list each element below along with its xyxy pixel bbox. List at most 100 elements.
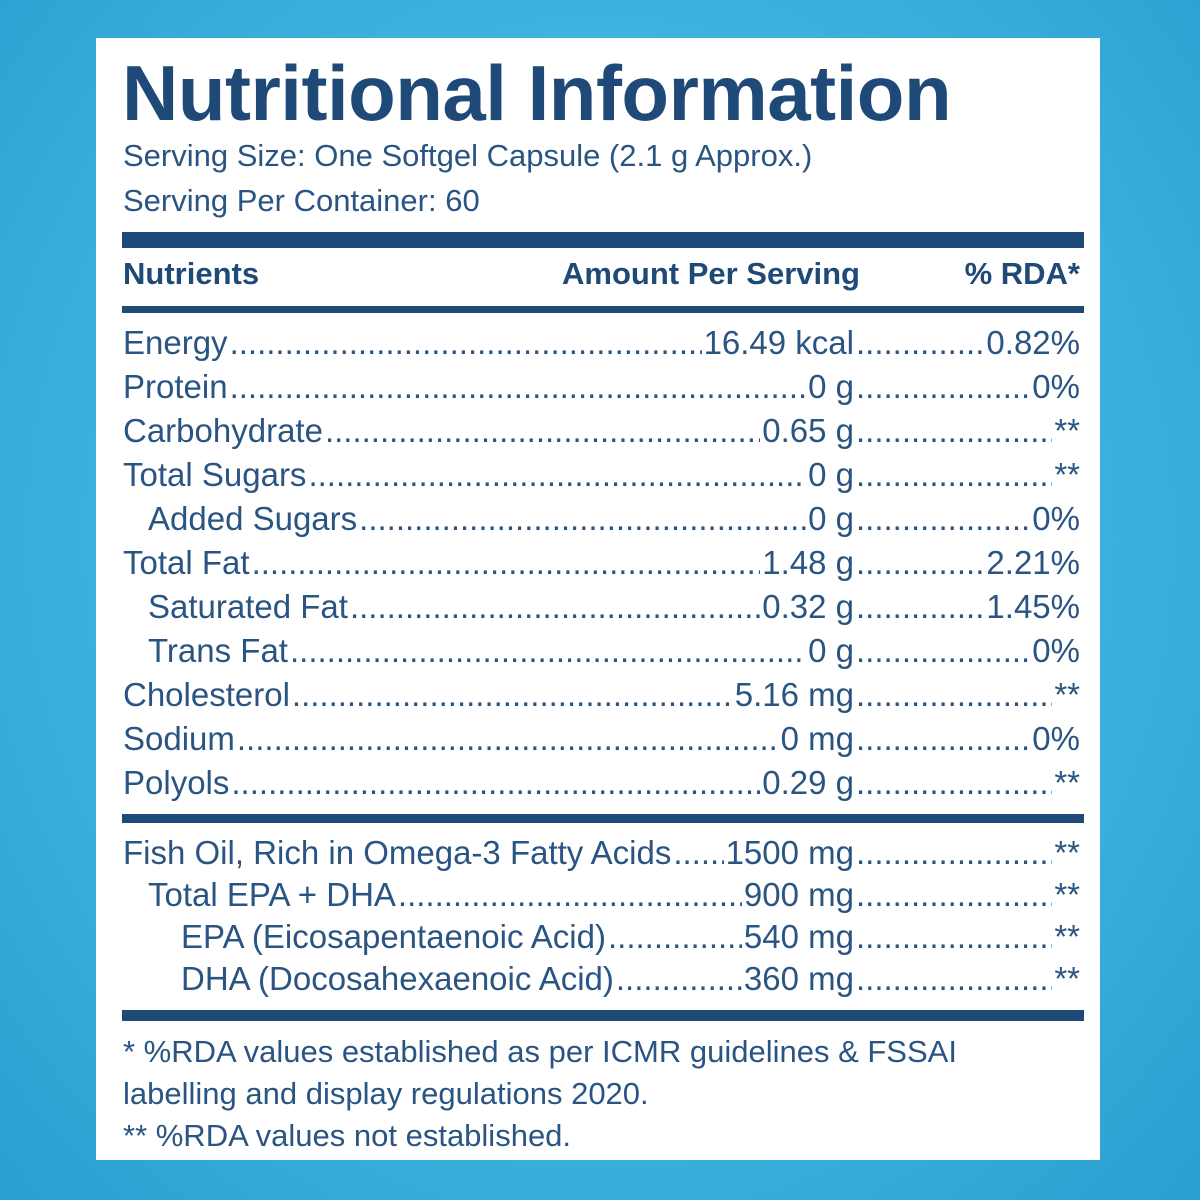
dot-leader bbox=[616, 960, 742, 998]
dot-leader bbox=[856, 876, 1052, 914]
nutrient-amount: 0.65 g bbox=[762, 412, 854, 449]
table-row: Total Fat 1.48 g 2.21% bbox=[123, 544, 1080, 584]
dot-leader bbox=[230, 368, 807, 406]
dot-leader bbox=[856, 960, 1052, 998]
nutrient-name: Trans Fat bbox=[148, 632, 288, 669]
dot-leader bbox=[856, 324, 984, 362]
table-row: Protein 0 g 0% bbox=[123, 368, 1080, 408]
dot-leader bbox=[252, 544, 761, 582]
nutrient-rda: ** bbox=[1054, 412, 1080, 449]
nutrient-amount: 0.32 g bbox=[762, 588, 854, 625]
dot-leader bbox=[856, 720, 1030, 758]
nutrient-name: Total Sugars bbox=[123, 456, 307, 493]
footnote-1: * %RDA values established as per ICMR gu… bbox=[123, 1034, 957, 1069]
nutrient-name: Carbohydrate bbox=[123, 412, 323, 449]
nutrient-rda: ** bbox=[1054, 918, 1080, 955]
table-row: EPA (Eicosapentaenoic Acid) 540 mg ** bbox=[181, 918, 1080, 958]
nutrient-rda: 0% bbox=[1032, 500, 1080, 537]
nutrient-amount: 16.49 kcal bbox=[703, 324, 854, 361]
nutrient-amount: 0.29 g bbox=[762, 764, 854, 801]
dot-leader bbox=[308, 456, 806, 494]
nutrient-name: Polyols bbox=[123, 764, 230, 801]
nutrient-rda: ** bbox=[1054, 456, 1080, 493]
nutrient-rda: 0% bbox=[1032, 720, 1080, 757]
nutrition-label-panel: Nutritional Information Serving Size: On… bbox=[96, 38, 1100, 1160]
nutrient-amount: 5.16 mg bbox=[734, 676, 854, 713]
nutrient-name: EPA (Eicosapentaenoic Acid) bbox=[181, 918, 606, 955]
nutrient-name: DHA (Docosahexaenoic Acid) bbox=[181, 960, 614, 997]
dot-leader bbox=[856, 456, 1052, 494]
dot-leader bbox=[608, 918, 742, 956]
nutrient-amount: 0 g bbox=[808, 632, 854, 669]
dot-leader bbox=[856, 834, 1052, 872]
dot-leader bbox=[856, 412, 1052, 450]
table-row: Trans Fat 0 g 0% bbox=[148, 632, 1080, 672]
nutrient-name: Sodium bbox=[123, 720, 235, 757]
table-row: Cholesterol 5.16 mg ** bbox=[123, 676, 1080, 716]
nutrient-rda: ** bbox=[1054, 876, 1080, 913]
dot-leader bbox=[290, 632, 806, 670]
dot-leader bbox=[237, 720, 779, 758]
servings-per-container: Serving Per Container: 60 bbox=[123, 183, 480, 218]
table-row: Energy 16.49 kcal 0.82% bbox=[123, 324, 1080, 364]
nutrient-name: Total EPA + DHA bbox=[148, 876, 396, 913]
nutrient-rda: 1.45% bbox=[986, 588, 1080, 625]
nutrient-amount: 360 mg bbox=[743, 960, 854, 997]
dot-leader bbox=[359, 500, 806, 538]
dot-leader bbox=[231, 764, 760, 802]
nutrient-rda: ** bbox=[1054, 676, 1080, 713]
dot-leader bbox=[856, 500, 1030, 538]
table-row: Sodium 0 mg 0% bbox=[123, 720, 1080, 760]
nutrient-rda: ** bbox=[1054, 834, 1080, 871]
header-rule bbox=[122, 306, 1084, 313]
table-row: Added Sugars 0 g 0% bbox=[148, 500, 1080, 540]
bottom-rule bbox=[122, 1010, 1084, 1021]
nutrient-amount: 0 mg bbox=[780, 720, 854, 757]
nutrient-amount: 1.48 g bbox=[762, 544, 854, 581]
dot-leader bbox=[350, 588, 760, 626]
label-title: Nutritional Information bbox=[122, 49, 952, 137]
nutrient-rda: 0% bbox=[1032, 632, 1080, 669]
dot-leader bbox=[856, 368, 1030, 406]
table-row: Total Sugars 0 g ** bbox=[123, 456, 1080, 496]
table-row: Carbohydrate 0.65 g ** bbox=[123, 412, 1080, 452]
nutrient-amount: 540 mg bbox=[743, 918, 854, 955]
table-row: Total EPA + DHA 900 mg ** bbox=[148, 876, 1080, 916]
dot-leader bbox=[325, 412, 760, 450]
nutrient-rda: ** bbox=[1054, 960, 1080, 997]
nutrient-rda: ** bbox=[1054, 764, 1080, 801]
dot-leader bbox=[230, 324, 702, 362]
nutrient-name: Saturated Fat bbox=[148, 588, 348, 625]
dot-leader bbox=[856, 588, 984, 626]
nutrient-name: Cholesterol bbox=[123, 676, 290, 713]
header-amount: Amount Per Serving bbox=[562, 256, 860, 291]
dot-leader bbox=[856, 764, 1052, 802]
dot-leader bbox=[856, 676, 1052, 714]
header-rda: % RDA* bbox=[964, 256, 1080, 291]
dot-leader bbox=[856, 632, 1030, 670]
nutrient-name: Fish Oil, Rich in Omega-3 Fatty Acids bbox=[123, 834, 672, 871]
nutrient-amount: 0 g bbox=[808, 456, 854, 493]
nutrient-amount: 900 mg bbox=[743, 876, 854, 913]
nutrient-name: Protein bbox=[123, 368, 228, 405]
serving-size: Serving Size: One Softgel Capsule (2.1 g… bbox=[123, 138, 813, 173]
table-row: Fish Oil, Rich in Omega-3 Fatty Acids 150… bbox=[123, 834, 1080, 874]
dot-leader bbox=[398, 876, 742, 914]
nutrient-name: Total Fat bbox=[123, 544, 250, 581]
table-row: DHA (Docosahexaenoic Acid) 360 mg ** bbox=[181, 960, 1080, 1000]
footnote-2: labelling and display regulations 2020. bbox=[123, 1076, 649, 1111]
nutrient-rda: 0% bbox=[1032, 368, 1080, 405]
dot-leader bbox=[673, 834, 723, 872]
dot-leader bbox=[856, 544, 984, 582]
nutrient-name: Energy bbox=[123, 324, 228, 361]
nutrient-name: Added Sugars bbox=[148, 500, 358, 537]
nutrient-amount: 1500 mg bbox=[725, 834, 854, 871]
dot-leader bbox=[856, 918, 1052, 956]
footnote-3: ** %RDA values not established. bbox=[123, 1118, 572, 1153]
dot-leader bbox=[292, 676, 733, 714]
mid-rule bbox=[122, 814, 1084, 823]
nutrient-amount: 0 g bbox=[808, 368, 854, 405]
nutrient-rda: 0.82% bbox=[986, 324, 1080, 361]
top-thick-rule bbox=[122, 232, 1084, 248]
nutrient-amount: 0 g bbox=[808, 500, 854, 537]
